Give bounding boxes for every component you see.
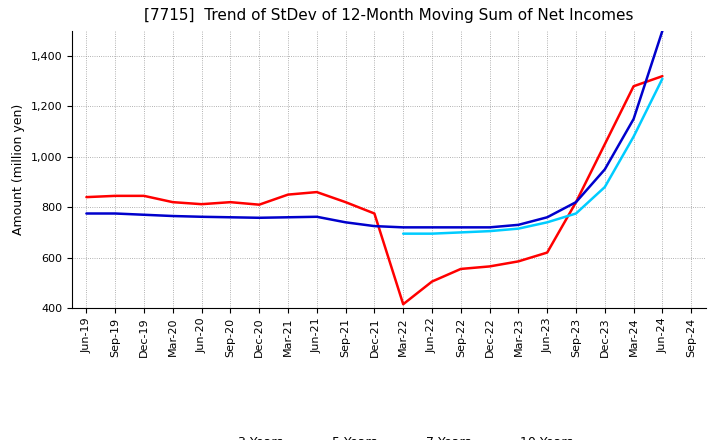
5 Years bbox=[140, 212, 148, 217]
5 Years bbox=[168, 213, 177, 219]
Legend: 3 Years, 5 Years, 7 Years, 10 Years: 3 Years, 5 Years, 7 Years, 10 Years bbox=[199, 431, 578, 440]
7 Years bbox=[514, 226, 523, 231]
3 Years bbox=[370, 211, 379, 216]
7 Years bbox=[629, 134, 638, 139]
3 Years bbox=[399, 301, 408, 307]
Y-axis label: Amount (million yen): Amount (million yen) bbox=[12, 104, 25, 235]
5 Years bbox=[226, 215, 235, 220]
7 Years bbox=[485, 228, 494, 234]
3 Years bbox=[658, 73, 667, 79]
Line: 7 Years: 7 Years bbox=[403, 79, 662, 234]
3 Years bbox=[255, 202, 264, 207]
3 Years bbox=[456, 266, 465, 271]
5 Years bbox=[111, 211, 120, 216]
3 Years bbox=[629, 84, 638, 89]
7 Years bbox=[543, 220, 552, 225]
3 Years bbox=[312, 190, 321, 195]
Title: [7715]  Trend of StDev of 12-Month Moving Sum of Net Incomes: [7715] Trend of StDev of 12-Month Moving… bbox=[144, 7, 634, 23]
5 Years bbox=[514, 222, 523, 227]
5 Years bbox=[428, 225, 436, 230]
3 Years bbox=[226, 199, 235, 205]
3 Years bbox=[543, 250, 552, 255]
7 Years bbox=[399, 231, 408, 236]
3 Years bbox=[82, 194, 91, 200]
5 Years bbox=[341, 220, 350, 225]
3 Years bbox=[284, 192, 292, 197]
7 Years bbox=[428, 231, 436, 236]
3 Years bbox=[428, 279, 436, 284]
3 Years bbox=[168, 199, 177, 205]
3 Years bbox=[111, 193, 120, 198]
3 Years bbox=[572, 199, 580, 205]
3 Years bbox=[514, 259, 523, 264]
5 Years bbox=[197, 214, 206, 220]
Line: 5 Years: 5 Years bbox=[86, 31, 662, 227]
3 Years bbox=[140, 193, 148, 198]
5 Years bbox=[658, 28, 667, 33]
7 Years bbox=[456, 230, 465, 235]
5 Years bbox=[485, 225, 494, 230]
5 Years bbox=[456, 225, 465, 230]
Line: 3 Years: 3 Years bbox=[86, 76, 662, 304]
3 Years bbox=[600, 142, 609, 147]
3 Years bbox=[485, 264, 494, 269]
7 Years bbox=[600, 184, 609, 190]
5 Years bbox=[82, 211, 91, 216]
5 Years bbox=[572, 199, 580, 205]
5 Years bbox=[399, 225, 408, 230]
7 Years bbox=[572, 211, 580, 216]
5 Years bbox=[312, 214, 321, 220]
7 Years bbox=[658, 76, 667, 81]
5 Years bbox=[284, 215, 292, 220]
3 Years bbox=[197, 202, 206, 207]
5 Years bbox=[543, 215, 552, 220]
5 Years bbox=[255, 215, 264, 220]
5 Years bbox=[370, 224, 379, 229]
5 Years bbox=[600, 167, 609, 172]
5 Years bbox=[629, 116, 638, 121]
3 Years bbox=[341, 199, 350, 205]
